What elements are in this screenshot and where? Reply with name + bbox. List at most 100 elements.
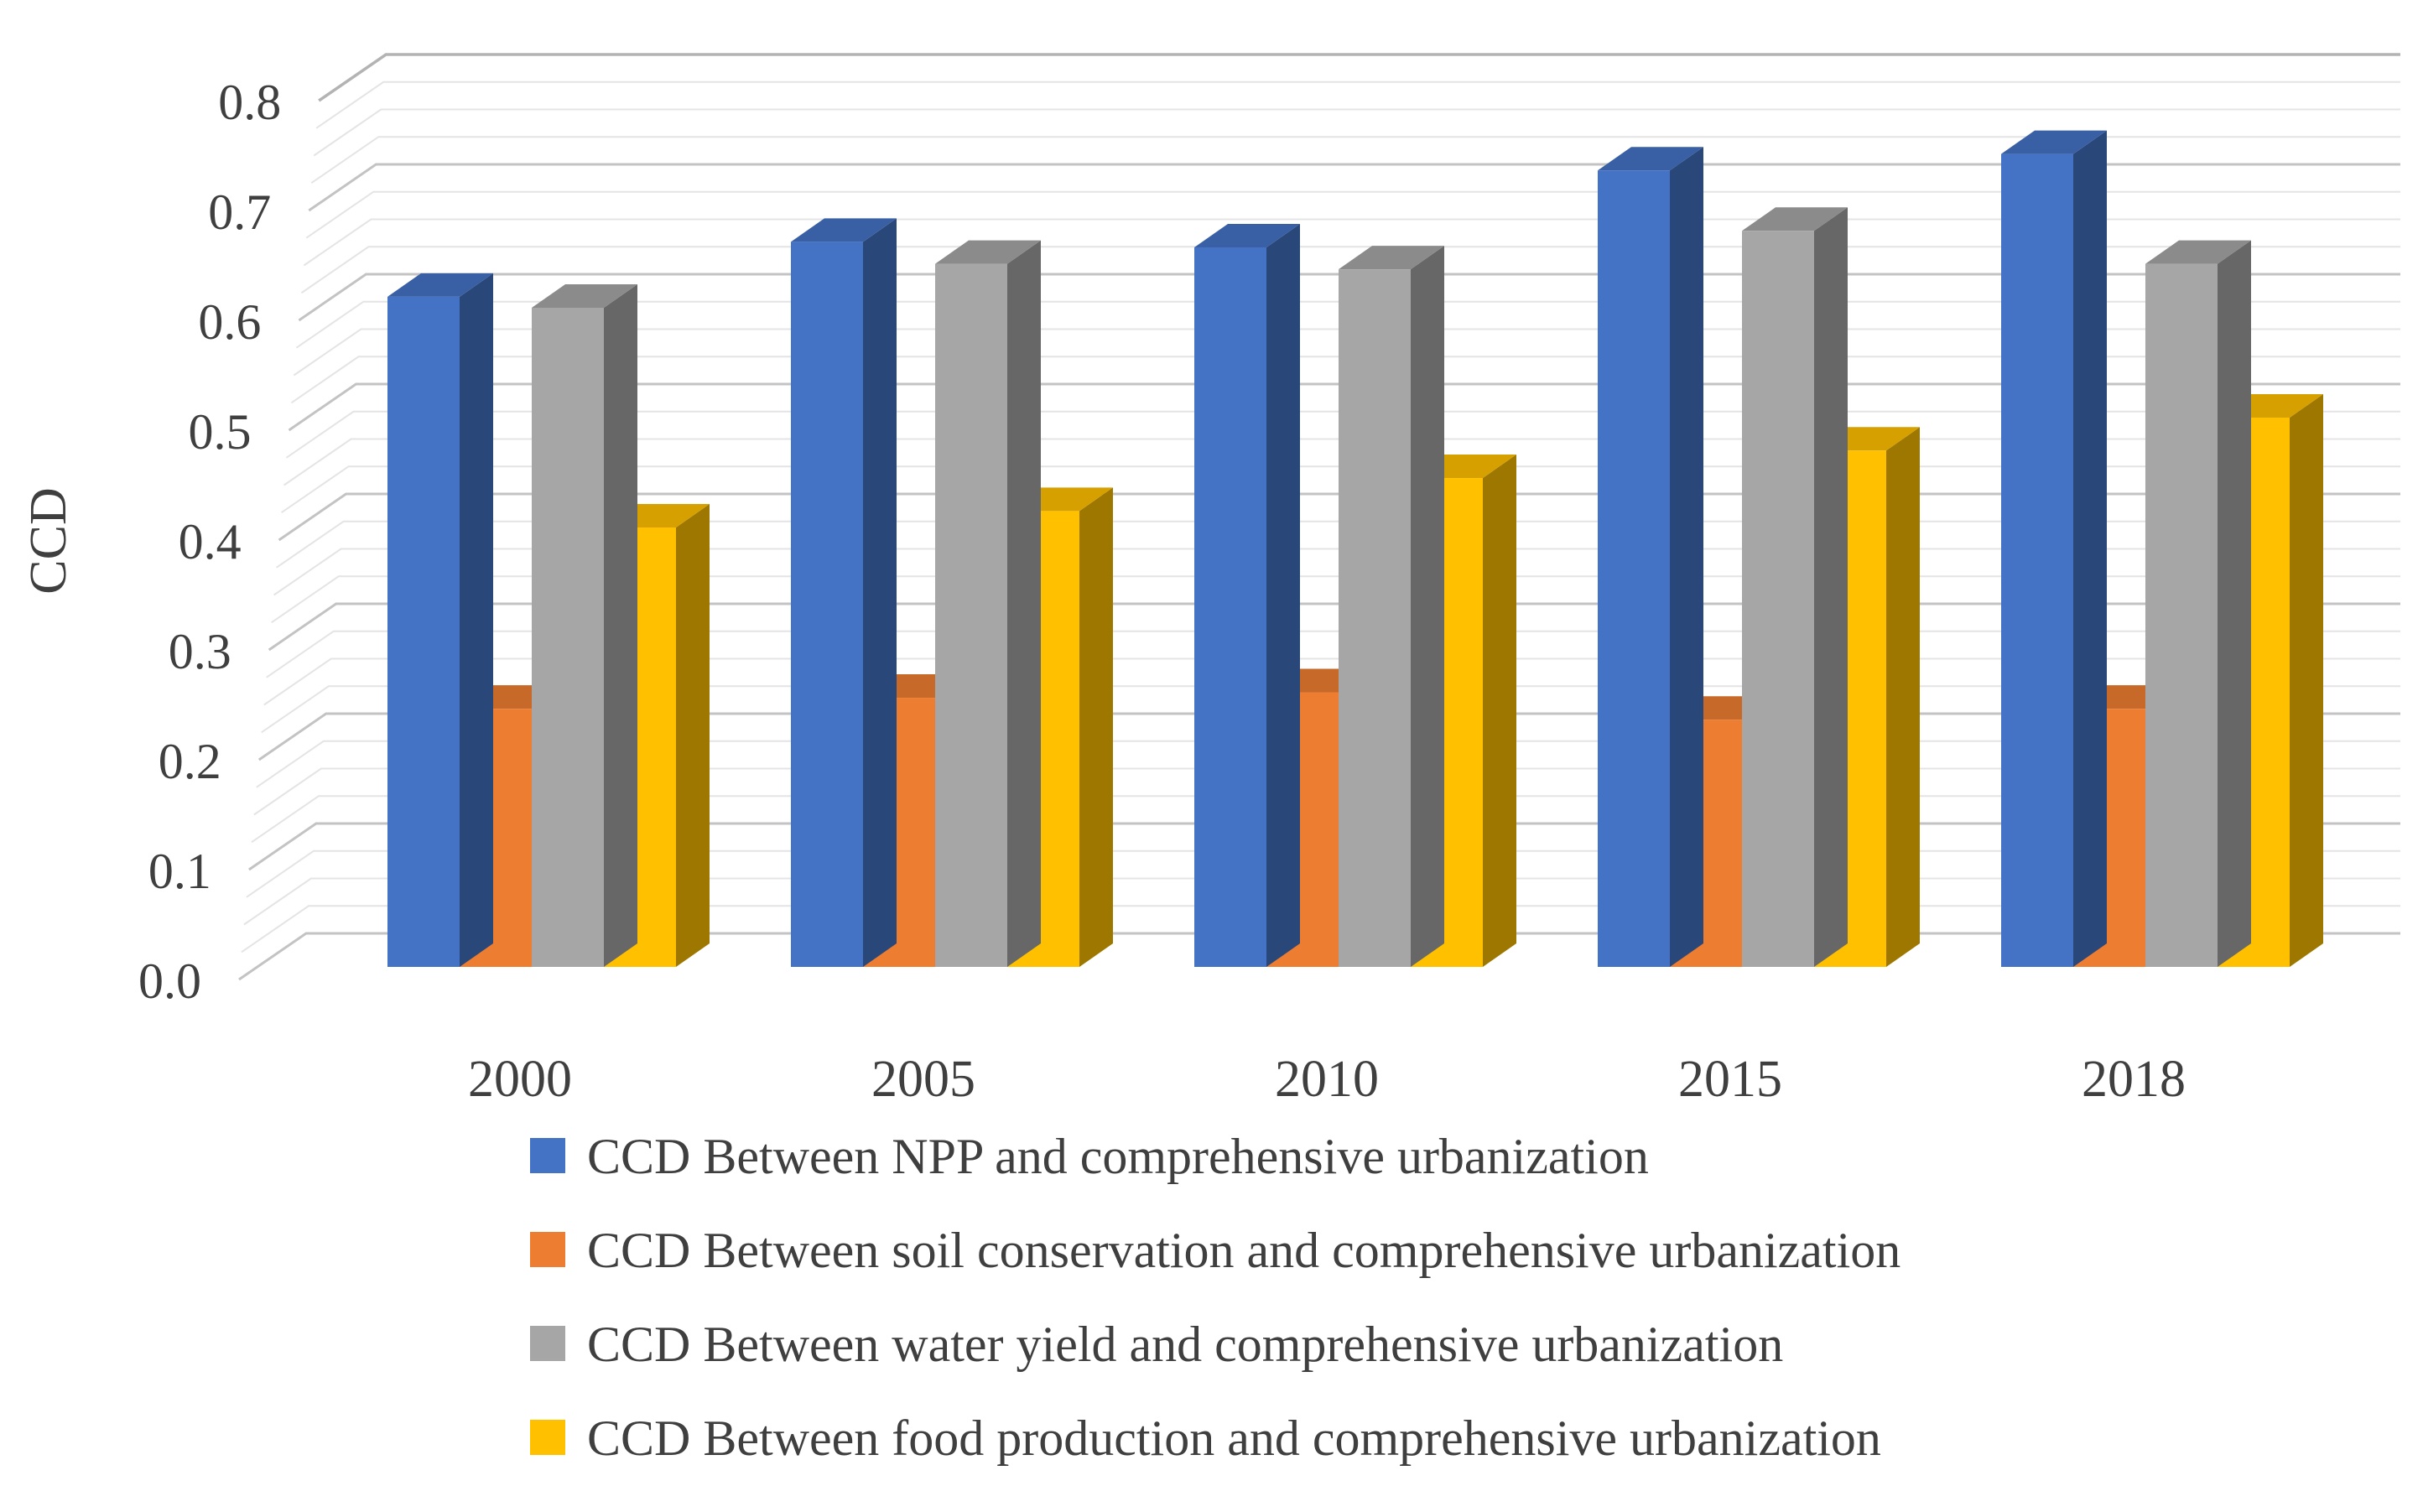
bar-2015-series-2 bbox=[1742, 207, 1848, 968]
legend-marker bbox=[530, 1326, 565, 1361]
y-axis-tick-label: 0.5 bbox=[189, 404, 252, 460]
y-axis-tick-label: 0.8 bbox=[218, 75, 281, 130]
x-axis-category-label: 2010 bbox=[1275, 1051, 1379, 1108]
legend-label: CCD Between water yield and comprehensiv… bbox=[587, 1317, 1783, 1372]
bar-side-face bbox=[604, 284, 637, 967]
bar-side-face bbox=[1670, 147, 1703, 967]
gridline-minor bbox=[283, 438, 2400, 486]
bar-front-face bbox=[532, 308, 604, 967]
bar-2005-series-0 bbox=[791, 218, 897, 967]
gridline-minor bbox=[281, 465, 2400, 514]
bar-front-face bbox=[387, 296, 460, 967]
legend-marker bbox=[530, 1138, 565, 1173]
bar-2018-series-0 bbox=[2001, 130, 2107, 968]
bar-top-face bbox=[532, 284, 637, 308]
gridline-minor bbox=[293, 328, 2400, 377]
gridline-minor bbox=[290, 356, 2400, 404]
y-axis-tick-label: 0.0 bbox=[138, 953, 201, 1009]
legend-label: CCD Between food production and comprehe… bbox=[587, 1411, 1881, 1466]
bar-top-face bbox=[1742, 207, 1848, 231]
bar-side-face bbox=[676, 504, 710, 967]
x-axis-category-label: 2005 bbox=[871, 1051, 975, 1108]
y-axis-tick-label: 0.3 bbox=[169, 624, 231, 679]
bar-side-face bbox=[2290, 394, 2323, 967]
bar-2018-series-2 bbox=[2145, 240, 2251, 968]
gridline-minor bbox=[266, 630, 2400, 678]
y-axis-tick-label: 0.2 bbox=[159, 734, 221, 789]
gridline-minor bbox=[303, 218, 2400, 267]
bar-top-face bbox=[791, 218, 897, 242]
x-axis-category-labels: 2000 2005 2010 2015 2018 bbox=[468, 1051, 2186, 1108]
x-axis-category-label: 2000 bbox=[468, 1051, 572, 1108]
y-axis-tick-label: 0.6 bbox=[198, 294, 261, 350]
bar-2000-series-0 bbox=[387, 273, 493, 967]
gridline-minor bbox=[273, 548, 2400, 596]
legend-item: CCD Between food production and comprehe… bbox=[530, 1411, 1881, 1466]
gridline-minor bbox=[310, 136, 2400, 184]
legend-item: CCD Between soil conservation and compre… bbox=[530, 1223, 1900, 1278]
gridline-minor bbox=[276, 520, 2400, 569]
bar-top-face bbox=[1194, 223, 1300, 247]
gridline-minor bbox=[300, 246, 2400, 294]
x-axis-category-label: 2018 bbox=[2082, 1051, 2186, 1108]
bar-front-face bbox=[935, 263, 1007, 968]
bar-side-face bbox=[1886, 427, 1920, 967]
bar-front-face bbox=[1742, 231, 1814, 967]
gridline-minor bbox=[261, 685, 2400, 734]
legend-item: CCD Between water yield and comprehensiv… bbox=[530, 1317, 1783, 1372]
gridline-major bbox=[318, 53, 2400, 102]
bar-group-2010 bbox=[1194, 223, 1516, 967]
bar-front-face bbox=[2145, 263, 2218, 968]
legend-label: CCD Between soil conservation and compre… bbox=[587, 1223, 1900, 1278]
y-axis-title: CCD bbox=[20, 487, 77, 594]
bar-top-face bbox=[387, 273, 493, 297]
bar-front-face bbox=[1339, 269, 1411, 967]
bar-front-face bbox=[1194, 247, 1266, 967]
bar-top-face bbox=[1339, 246, 1444, 270]
bar-front-face bbox=[791, 242, 863, 967]
bar-2010-series-0 bbox=[1194, 223, 1300, 967]
legend: CCD Between NPP and comprehensive urbani… bbox=[530, 1129, 1900, 1466]
y-axis-tick-labels: 0.0 0.1 0.2 0.3 0.4 0.5 0.6 0.7 0.8 bbox=[138, 75, 281, 1009]
gridline-minor bbox=[285, 410, 2400, 459]
gridline-minor bbox=[315, 81, 2400, 129]
legend-label: CCD Between NPP and comprehensive urbani… bbox=[587, 1129, 1649, 1184]
bar-side-face bbox=[1411, 246, 1444, 967]
bar-group-2015 bbox=[1598, 147, 1920, 968]
bar-front-face bbox=[1598, 170, 1670, 967]
y-axis-tick-label: 0.4 bbox=[179, 514, 242, 569]
bar-top-face bbox=[2001, 130, 2107, 154]
y-axis-tick-label: 0.7 bbox=[208, 184, 271, 240]
bar-2005-series-2 bbox=[935, 240, 1041, 968]
gridline-major bbox=[298, 273, 2400, 322]
bar-side-face bbox=[1814, 207, 1848, 968]
x-axis-category-label: 2015 bbox=[1678, 1051, 1782, 1108]
bar-group-2005 bbox=[791, 218, 1113, 968]
bar-group-2000 bbox=[387, 273, 710, 967]
bar-front-face bbox=[2001, 153, 2073, 968]
bar-side-face bbox=[863, 218, 897, 967]
bar-top-face bbox=[1598, 147, 1703, 171]
legend-marker bbox=[530, 1232, 565, 1267]
bar-side-face bbox=[1266, 223, 1300, 967]
bar-series-groups bbox=[387, 130, 2323, 968]
gridline-minor bbox=[271, 575, 2400, 624]
gridline-minor bbox=[313, 108, 2400, 157]
gridline-major bbox=[268, 602, 2400, 652]
legend-item: CCD Between NPP and comprehensive urbani… bbox=[530, 1129, 1649, 1184]
bar-side-face bbox=[2218, 240, 2251, 968]
bar-group-2018 bbox=[2001, 130, 2323, 968]
bar-side-face bbox=[1079, 487, 1113, 967]
bar-2015-series-0 bbox=[1598, 147, 1703, 967]
y-axis-tick-label: 0.1 bbox=[148, 844, 211, 899]
gridline-minor bbox=[295, 300, 2400, 349]
gridlines bbox=[238, 53, 2400, 981]
gridline-major bbox=[288, 382, 2400, 432]
bar-top-face bbox=[2145, 240, 2251, 264]
bar-side-face bbox=[460, 273, 493, 967]
bar-side-face bbox=[1007, 240, 1041, 968]
gridline-major bbox=[278, 492, 2400, 542]
bar-side-face bbox=[1483, 455, 1516, 967]
bar-2010-series-2 bbox=[1339, 246, 1444, 967]
